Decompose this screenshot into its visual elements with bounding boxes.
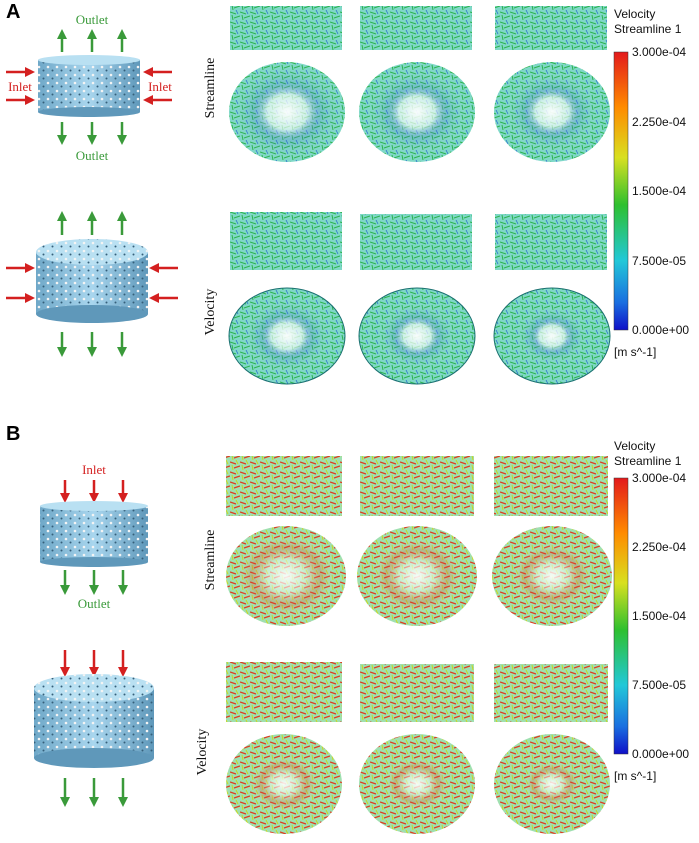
cylinder [38,55,140,117]
panel-b: B Inlet Outlet Streamline Velocity [6,423,689,834]
colorbar-tick: 0.000e+00 [632,323,689,337]
row-label: Streamline [203,530,218,591]
panel-label: A [6,1,20,23]
row-label: Velocity [195,729,210,776]
outlet-label: Outlet [78,596,111,611]
colorbar-tick: 0.000e+00 [632,747,689,761]
panel-a: A Outlet Inlet Inlet Outlet [6,1,689,385]
colorbar: Velocity Streamline 1 3.000e-04 2.250e-0… [613,7,689,359]
colorbar-title: Velocity [614,439,655,453]
cylinder [40,501,148,567]
colorbar-subtitle: Streamline 1 [614,22,682,36]
inlet-label: Inlet [8,79,32,94]
outlet-label: Outlet [76,12,109,27]
colorbar-unit: [m s^-1] [614,769,656,783]
colorbar-tick: 3.000e-04 [632,45,686,59]
colorbar-unit: [m s^-1] [614,345,656,359]
panel-label: B [6,423,20,445]
colorbar-tick: 7.500e-05 [632,678,686,692]
outlet-label: Outlet [76,148,109,163]
colorbar-tick: 7.500e-05 [632,254,686,268]
inlet-label: Inlet [82,462,106,477]
simulation-images [226,456,612,834]
row-label: Streamline [203,58,218,119]
colorbar-tick: 2.250e-04 [632,115,686,129]
cylinder [34,674,154,768]
row-label: Velocity [203,289,218,336]
colorbar-tick: 1.500e-04 [632,184,686,198]
colorbar-subtitle: Streamline 1 [614,454,682,468]
colorbar-tick: 2.250e-04 [632,540,686,554]
colorbar-tick: 1.500e-04 [632,609,686,623]
colorbar: Velocity Streamline 1 3.000e-04 2.250e-0… [613,439,689,783]
inlet-label: Inlet [148,79,172,94]
colorbar-tick: 3.000e-04 [632,471,686,485]
colorbar-title: Velocity [614,7,655,21]
simulation-images [228,6,611,385]
cylinder [36,239,148,323]
